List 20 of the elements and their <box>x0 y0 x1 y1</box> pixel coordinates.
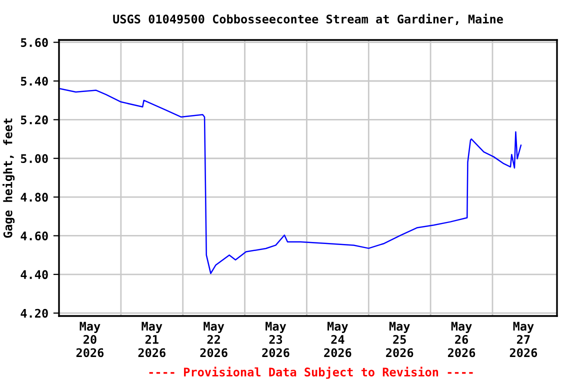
y-axis-title: Gage height, feet <box>2 118 15 238</box>
text: ---- Provisional Data Subject to Revision ---- <box>149 366 473 379</box>
line-series <box>60 88 522 274</box>
x-tick-label: May 23 2026 <box>262 322 290 358</box>
y-tick-label: 5.00 <box>20 154 48 164</box>
x-tick-label: May 27 2026 <box>510 322 538 358</box>
y-tick-label: 4.80 <box>20 192 48 202</box>
x-tick-label: May 24 2026 <box>324 322 352 358</box>
x-tick-label: May 22 2026 <box>200 322 228 358</box>
y-tick-label: 4.40 <box>20 270 48 280</box>
x-tick-label: May 26 2026 <box>448 322 476 358</box>
y-tick-label: 4.60 <box>20 231 48 240</box>
y-tick-label: 5.20 <box>20 115 48 124</box>
x-tick-label: May 20 2026 <box>76 322 104 358</box>
y-tick-label: 5.60 <box>20 38 48 47</box>
y-tick-label: 5.40 <box>20 76 48 86</box>
x-tick-label: May 21 2026 <box>138 322 166 358</box>
y-tick-label: 4.20 <box>20 308 48 318</box>
chart-title: USGS 01049500 Cobbosseecontee Stream at Gardiner, Maine <box>113 14 503 25</box>
x-tick-label: May 25 2026 <box>386 322 414 358</box>
